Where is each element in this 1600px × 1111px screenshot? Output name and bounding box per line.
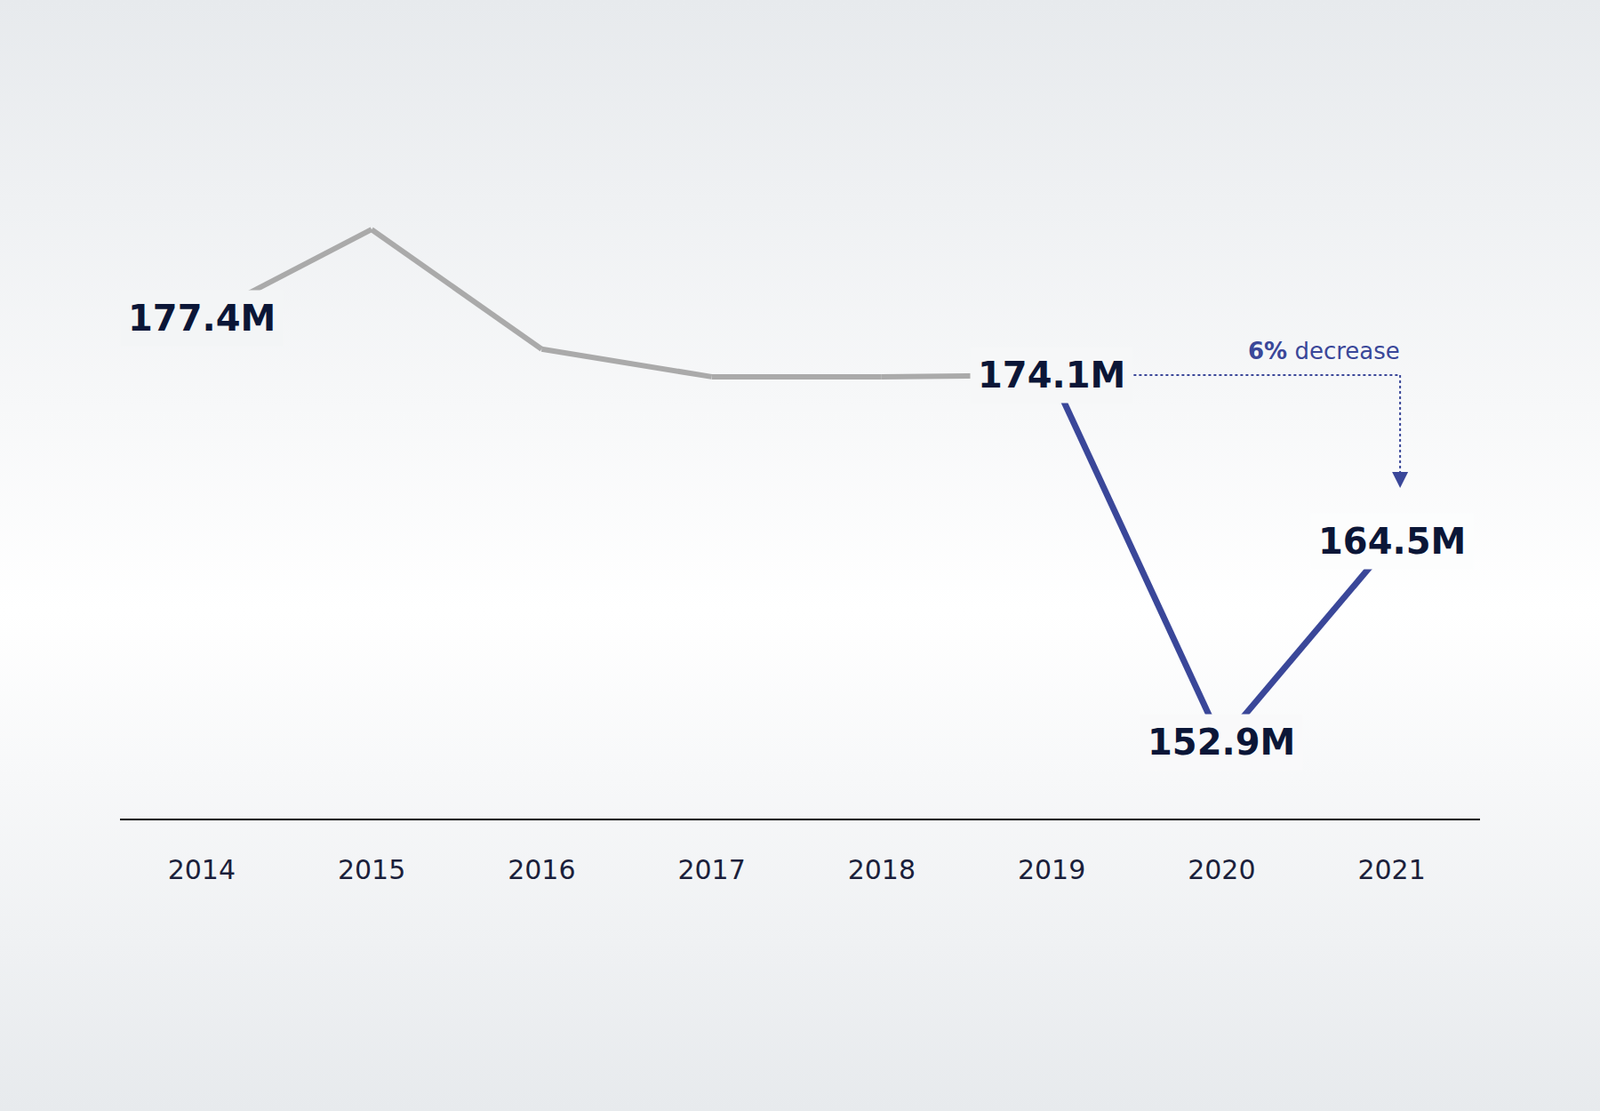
svg-text:2016: 2016 [507,854,576,886]
svg-text:2020: 2020 [1187,854,1256,886]
svg-text:2015: 2015 [337,854,406,886]
svg-text:152.9M: 152.9M [1147,721,1296,763]
svg-text:174.1M: 174.1M [977,354,1126,396]
svg-text:2018: 2018 [848,854,916,886]
svg-text:2017: 2017 [677,854,745,886]
svg-text:2021: 2021 [1357,854,1425,886]
svg-text:2014: 2014 [168,854,236,886]
svg-text:2019: 2019 [1017,854,1086,886]
svg-text:177.4M: 177.4M [128,297,276,339]
svg-text:164.5M: 164.5M [1318,520,1466,562]
svg-text:6% decrease: 6% decrease [1248,337,1400,365]
